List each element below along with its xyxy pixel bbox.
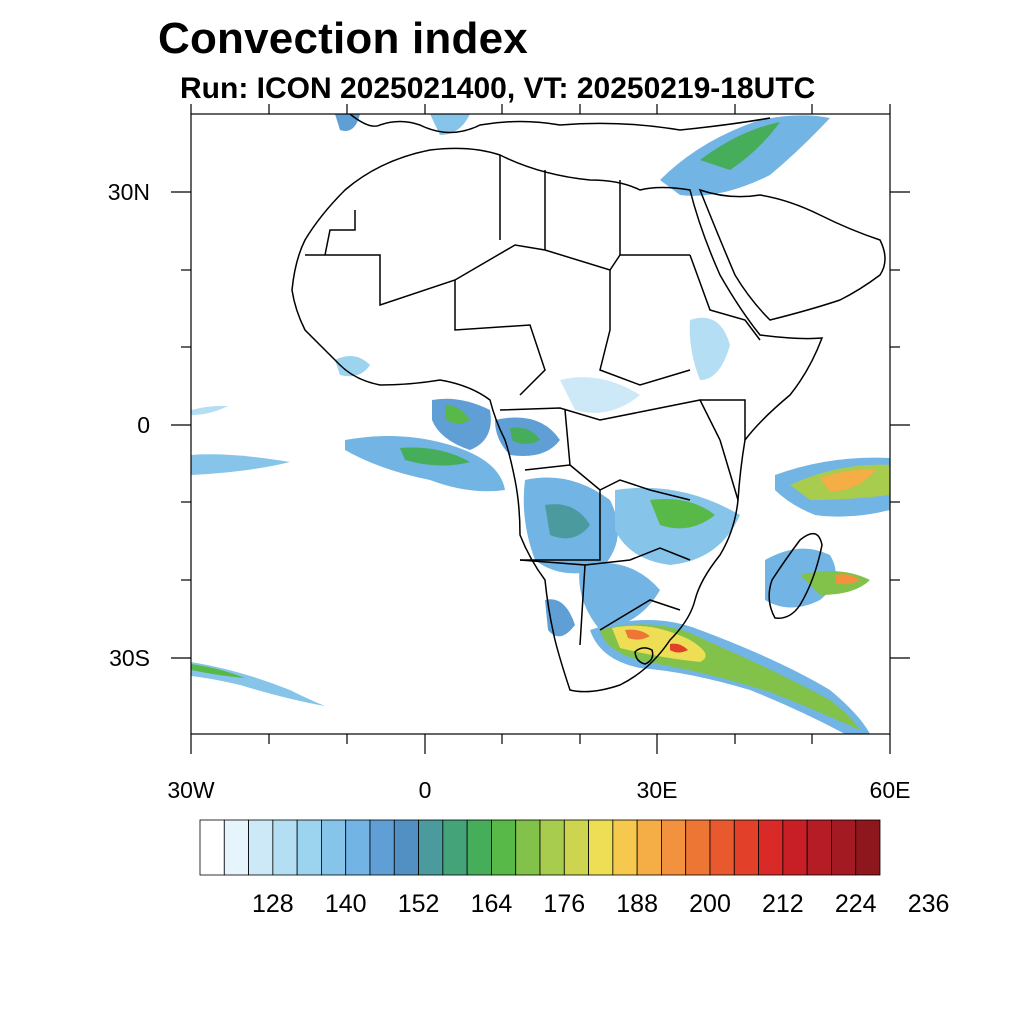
colorbar-label: 164 xyxy=(470,890,513,918)
field-sa-front-red xyxy=(625,629,650,640)
colorbar xyxy=(199,819,881,876)
field-congo-core xyxy=(510,427,540,444)
field-east-africa xyxy=(689,317,730,380)
colorbar-label: 152 xyxy=(397,890,440,918)
coastlines xyxy=(291,114,886,693)
border-east xyxy=(689,254,761,501)
lat-label-0: 0 xyxy=(137,412,150,438)
colorbar-swatch xyxy=(223,819,249,876)
madagascar-coastline xyxy=(768,532,823,619)
colorbar-swatch xyxy=(782,819,808,876)
colorbar-swatch xyxy=(588,819,614,876)
field-gulf-guinea-north xyxy=(432,398,491,450)
colorbar-label: 128 xyxy=(251,890,294,918)
field-iberia xyxy=(335,114,360,131)
colorbar-swatch xyxy=(563,819,589,876)
field-zambia-core xyxy=(650,499,715,529)
field-atlantic-west xyxy=(191,454,290,475)
field-sa-front-red-2 xyxy=(670,643,688,653)
field-madagascar-hot xyxy=(835,574,860,585)
field-angola-core xyxy=(545,504,590,539)
colorbar-swatch xyxy=(661,819,687,876)
africa-coastline xyxy=(291,147,824,693)
colorbar-swatch xyxy=(831,819,857,876)
colorbar-swatch xyxy=(345,819,371,876)
map-title: Convection index xyxy=(158,14,528,63)
border-libya-egypt xyxy=(499,155,621,255)
border-sahel xyxy=(324,210,691,396)
colorbar-swatch xyxy=(733,819,759,876)
colorbar-label: 236 xyxy=(907,890,950,918)
colorbar-swatch xyxy=(709,819,735,876)
colorbar-label: 200 xyxy=(689,890,731,918)
field-west-africa-coast xyxy=(335,356,370,377)
colorbar-swatch xyxy=(248,819,274,876)
colorbar-swatch xyxy=(806,819,832,876)
arabia-coastline xyxy=(698,188,886,321)
lon-label-60e: 60E xyxy=(869,777,911,803)
colorbar-swatch xyxy=(612,819,638,876)
field-atlantic-west-2 xyxy=(191,405,228,415)
lon-label-30e: 30E xyxy=(636,777,678,803)
border-west-africa xyxy=(305,244,690,307)
field-mideast-core xyxy=(700,122,780,170)
colorbar-label: 188 xyxy=(616,890,658,918)
colorbar-label: 224 xyxy=(834,890,877,918)
colorbar-swatch xyxy=(199,819,225,876)
lesotho-outline xyxy=(634,647,654,665)
colorbar-swatch xyxy=(369,819,395,876)
colorbar-swatch xyxy=(272,819,298,876)
field-lake-region xyxy=(560,377,640,413)
border-central xyxy=(499,399,721,561)
field-gulf-guinea-core xyxy=(400,447,470,466)
colorbar-swatch xyxy=(442,819,468,876)
lon-label-30w: 30W xyxy=(167,777,215,803)
lat-label-30s: 30S xyxy=(109,645,150,671)
field-indian-ocean-hot xyxy=(820,469,875,492)
colorbar-swatch xyxy=(418,819,444,876)
lon-label-0: 0 xyxy=(418,777,432,803)
border-south xyxy=(519,547,691,646)
field-namibia-coast xyxy=(545,599,575,637)
europe-coastline xyxy=(349,114,771,134)
plot-frame xyxy=(190,113,891,735)
colorbar-swatch xyxy=(466,819,492,876)
colorbar-swatch xyxy=(636,819,662,876)
colorbar-swatch xyxy=(685,819,711,876)
colorbar-swatch xyxy=(515,819,541,876)
colorbar-swatch xyxy=(539,819,565,876)
field-botswana xyxy=(579,562,660,630)
colorbar-label: 176 xyxy=(543,890,586,918)
field-med-north xyxy=(430,114,470,135)
map-subtitle: Run: ICON 2025021400, VT: 20250219-18UTC xyxy=(180,72,816,105)
convection-field xyxy=(191,114,890,734)
colorbar-swatch xyxy=(855,819,881,876)
lat-label-30n: 30N xyxy=(107,179,150,205)
field-gulf-guinea-north-core xyxy=(445,405,470,424)
colorbar-swatch xyxy=(393,819,419,876)
colorbar-label: 140 xyxy=(324,890,367,918)
colorbar-swatch xyxy=(296,819,322,876)
colorbar-swatch xyxy=(758,819,784,876)
colorbar-swatch xyxy=(321,819,347,876)
field-south-atlantic-core xyxy=(191,664,245,678)
tick-marks xyxy=(171,104,910,754)
colorbar-label: 212 xyxy=(761,890,804,918)
colorbar-swatch xyxy=(491,819,517,876)
